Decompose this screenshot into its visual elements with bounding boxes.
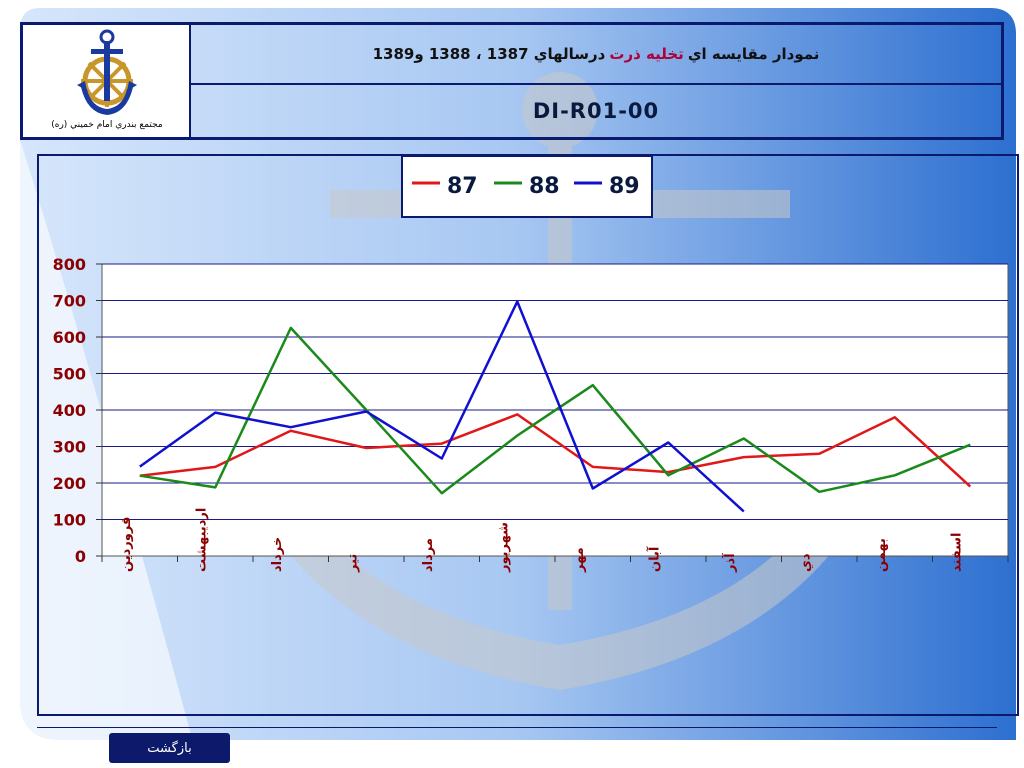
x-tick-label: دي bbox=[798, 553, 813, 572]
title-highlight: تخليه ذرت bbox=[609, 45, 684, 63]
x-tick-label: بهمن bbox=[874, 538, 889, 572]
x-tick-label: تير bbox=[345, 554, 360, 573]
x-tick-label: مهر bbox=[572, 547, 587, 573]
legend-box bbox=[401, 155, 653, 218]
y-tick-label: 600 bbox=[53, 328, 86, 347]
y-tick-label: 0 bbox=[75, 547, 86, 566]
y-tick-label: 100 bbox=[53, 511, 86, 530]
x-tick-label: آبان bbox=[645, 546, 662, 572]
series-line-88 bbox=[139, 326, 971, 495]
title-part1: نمودار مقايسه اي bbox=[687, 45, 820, 63]
logo-caption: مجتمع بندري امام خميني (ره) bbox=[51, 120, 163, 130]
x-tick-label: آذر bbox=[721, 553, 738, 573]
x-tick-label: شهريور bbox=[496, 522, 511, 573]
y-tick-label: 500 bbox=[53, 365, 86, 384]
y-tick-label: 700 bbox=[53, 292, 86, 311]
series-line-87 bbox=[139, 413, 972, 488]
y-tick-label: 400 bbox=[53, 401, 86, 420]
header-box: مجتمع بندري امام خميني (ره) نمودار مقايس… bbox=[20, 22, 1004, 140]
x-tick-label: مرداد bbox=[421, 538, 436, 572]
legend-label-87: 87 bbox=[447, 174, 478, 199]
y-tick-label: 200 bbox=[53, 474, 86, 493]
title-part2: درسالهاي 1387 ، 1388 و1389 bbox=[372, 45, 606, 63]
y-tick-label: 800 bbox=[53, 255, 86, 274]
x-tick-label: ارديبهشت bbox=[194, 508, 209, 572]
back-button[interactable]: بازگشت bbox=[109, 733, 230, 763]
anchor-logo-icon bbox=[77, 29, 137, 115]
series-line-89 bbox=[139, 300, 745, 513]
x-tick-label: اسفند bbox=[949, 533, 964, 572]
x-tick-label: فروردين bbox=[119, 517, 134, 572]
document-code: DI-R01-00 bbox=[532, 99, 660, 123]
page-title: نمودار مقايسه اي تخليه ذرت درسالهاي 1387… bbox=[191, 25, 1001, 85]
logo-cell: مجتمع بندري امام خميني (ره) bbox=[23, 25, 191, 137]
footer-divider bbox=[37, 727, 997, 728]
y-tick-label: 300 bbox=[53, 438, 86, 457]
legend-label-89: 89 bbox=[609, 174, 640, 199]
legend-label-88: 88 bbox=[529, 174, 560, 199]
x-tick-label: خرداد bbox=[270, 537, 285, 572]
